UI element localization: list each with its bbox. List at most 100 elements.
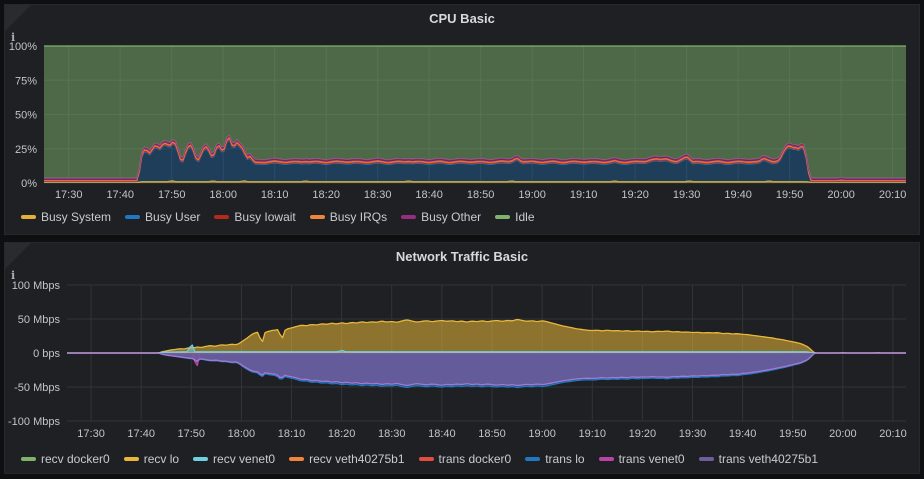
legend-swatch-icon [193, 457, 209, 461]
legend-item-recv-lo[interactable]: recv lo [123, 450, 179, 468]
legend-label: Busy IRQs [329, 210, 388, 224]
cpu-legend: Busy System Busy User Busy Iowait Busy IRQs… [21, 208, 919, 226]
x-axis-label: 19:40 [729, 428, 757, 440]
legend-label: recv veth40275b1 [309, 452, 405, 466]
x-axis-label: 19:00 [518, 189, 546, 201]
series-area-recv-lo [67, 319, 906, 353]
network-chart[interactable]: -100 Mbps -50 Mbps 0 bps 50 Mbps 100 Mbps 17:… [5, 269, 921, 447]
series-area-Idle [44, 46, 906, 179]
x-axis-label: 19:30 [679, 428, 707, 440]
y-axis-label: -100 Mbps [8, 416, 60, 428]
legend-item-trans-lo[interactable]: trans lo [525, 450, 585, 468]
y-axis-label: 0% [21, 178, 37, 190]
legend-swatch-icon [525, 457, 541, 461]
legend-swatch-icon [418, 457, 434, 461]
series-area-trans-veth40275b1 [67, 353, 906, 386]
legend-swatch-icon [21, 457, 36, 461]
legend-item-trans-veth40275b1[interactable]: trans veth40275b1 [698, 450, 819, 468]
legend-label: recv docker0 [41, 452, 110, 466]
legend-swatch-icon [598, 457, 614, 461]
y-axis-label: 100 Mbps [12, 280, 61, 292]
series-line-recv-venet0 [67, 344, 906, 354]
legend-label: trans lo [545, 452, 585, 466]
legend-label: Busy System [41, 210, 112, 224]
x-axis-label: 18:00 [228, 428, 256, 440]
legend-label: trans venet0 [618, 452, 685, 466]
panel-title-cpu[interactable]: CPU Basic [429, 10, 495, 26]
legend-swatch-icon [214, 215, 230, 219]
x-axis-label: 19:00 [528, 428, 556, 440]
x-axis-label: 18:50 [478, 428, 506, 440]
legend-item-trans-venet0[interactable]: trans venet0 [598, 450, 685, 468]
legend-swatch-icon [289, 457, 305, 461]
x-axis-label: 19:20 [629, 428, 657, 440]
y-axis-label: 100% [9, 41, 37, 53]
legend-label: Idle [515, 210, 535, 224]
x-axis-label: 17:30 [55, 189, 83, 201]
x-axis-label: 19:30 [673, 189, 701, 201]
x-axis-label: 18:30 [364, 189, 392, 201]
legend-label: recv venet0 [213, 452, 276, 466]
x-axis-label: 18:00 [209, 189, 237, 201]
panel-header: CPU Basic [5, 5, 919, 31]
legend-label: Busy Other [421, 210, 482, 224]
x-axis-label: 20:10 [879, 428, 907, 440]
x-axis-label: 18:20 [312, 189, 340, 201]
legend-label: trans veth40275b1 [718, 452, 819, 466]
legend-item-Busy-Iowait[interactable]: Busy Iowait [214, 208, 296, 226]
panel-info-corner[interactable]: i [5, 243, 31, 281]
x-axis-label: 17:30 [77, 428, 105, 440]
legend-swatch-icon [123, 457, 139, 461]
panel-info-corner[interactable]: i [5, 5, 31, 43]
panel-title-network[interactable]: Network Traffic Basic [395, 248, 529, 264]
x-axis-label: 17:50 [178, 428, 206, 440]
x-axis-label: 18:40 [428, 428, 456, 440]
legend-swatch-icon [698, 457, 714, 461]
x-axis-label: 19:50 [779, 428, 807, 440]
panel-network-traffic-basic: i Network Traffic Basic -100 Mbps -50 Mbp… [4, 242, 920, 474]
x-axis-label: 17:40 [106, 189, 134, 201]
x-axis-label: 17:40 [127, 428, 155, 440]
x-axis-label: 20:10 [879, 189, 907, 201]
legend-swatch-icon [21, 215, 36, 219]
x-axis-label: 18:30 [378, 428, 406, 440]
legend-swatch-icon [495, 215, 511, 219]
series-line-trans-veth40275b1 [67, 352, 906, 387]
y-axis-label: 75% [15, 75, 37, 87]
legend-item-Busy-IRQs[interactable]: Busy IRQs [309, 208, 388, 226]
series-area-Busy-User [44, 139, 906, 183]
x-axis-label: 19:10 [570, 189, 598, 201]
legend-item-recv-venet0[interactable]: recv venet0 [193, 450, 275, 468]
y-axis-label: -50 Mbps [14, 382, 60, 394]
legend-item-Busy-System[interactable]: Busy System [21, 208, 111, 226]
panel-header: Network Traffic Basic [5, 243, 919, 269]
cpu-chart[interactable]: 0% 25% 50% 75% 100% 17:30 17:40 17:50 18:00 18:10… [5, 31, 921, 205]
x-axis-label: 20:00 [827, 189, 855, 201]
x-axis-label: 17:50 [158, 189, 186, 201]
y-axis-label: 0 bps [33, 348, 60, 360]
x-axis-label: 18:50 [467, 189, 495, 201]
legend-item-Busy-Other[interactable]: Busy Other [401, 208, 481, 226]
legend-swatch-icon [125, 215, 141, 219]
legend-item-Busy-User[interactable]: Busy User [125, 208, 200, 226]
x-axis-label: 19:40 [724, 189, 752, 201]
y-axis-label: 25% [15, 144, 37, 156]
x-axis-label: 19:20 [621, 189, 649, 201]
legend-item-recv-veth40275b1[interactable]: recv veth40275b1 [289, 450, 405, 468]
y-axis-label: 50% [15, 110, 37, 122]
x-axis-label: 19:50 [776, 189, 804, 201]
network-legend: recv docker0 recv lo recv venet0 recv veth4… [21, 450, 919, 468]
info-icon: i [11, 269, 16, 282]
series-line-recv-lo [67, 318, 906, 354]
legend-item-Idle[interactable]: Idle [495, 208, 535, 226]
x-axis-label: 18:40 [415, 189, 443, 201]
x-axis-label: 20:00 [829, 428, 857, 440]
x-axis-label: 19:10 [578, 428, 606, 440]
legend-item-recv-docker0[interactable]: recv docker0 [21, 450, 110, 468]
legend-label: trans docker0 [438, 452, 512, 466]
info-icon: i [11, 31, 16, 44]
x-axis-label: 18:10 [278, 428, 306, 440]
legend-item-trans-docker0[interactable]: trans docker0 [418, 450, 512, 468]
legend-label: Busy Iowait [234, 210, 296, 224]
